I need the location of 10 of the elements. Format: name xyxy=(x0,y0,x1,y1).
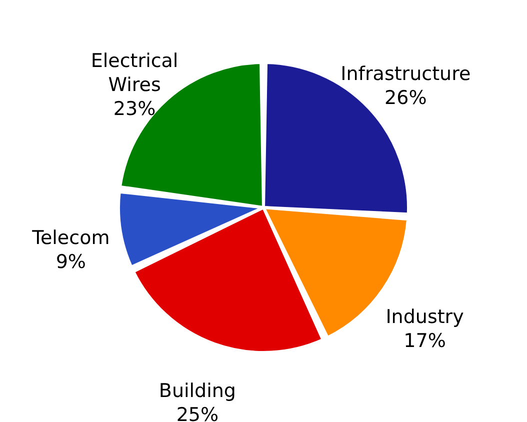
data-label: 9% xyxy=(56,251,86,274)
slice-label: Infrastructure xyxy=(340,63,471,86)
data-label: 26% xyxy=(384,87,427,110)
slice-label: Building xyxy=(158,380,236,402)
data-label: 17% xyxy=(404,330,446,352)
slice-label: Electrical Wires xyxy=(90,50,178,96)
slice-label: Telecom xyxy=(31,227,110,250)
data-label: 23% xyxy=(113,98,156,120)
slice-label: Industry xyxy=(386,306,464,328)
data-label: 25% xyxy=(176,404,219,422)
